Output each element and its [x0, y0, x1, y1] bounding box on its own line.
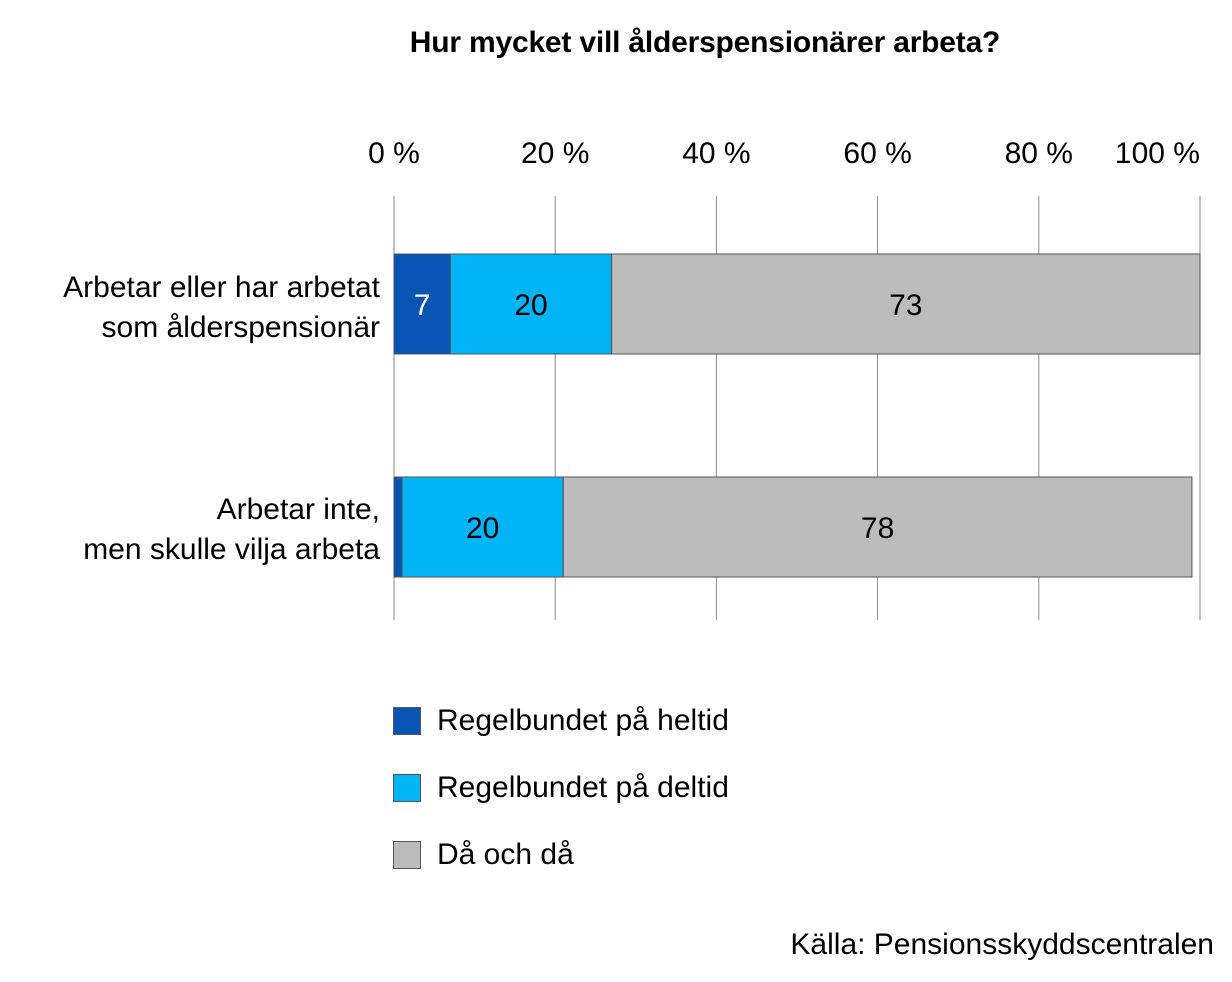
- legend-item-heltid: Regelbundet på heltid: [393, 700, 729, 742]
- data-label-2-series-2: 20: [466, 512, 499, 545]
- category-label-1-line-2: som ålderspensionär: [101, 311, 380, 344]
- data-label-2-series-3: 78: [861, 512, 894, 545]
- category-label-1-line-1: Arbetar eller har arbetat: [63, 271, 380, 304]
- legend-swatch-da-och-da: [393, 841, 421, 869]
- bar-2-series-2: [401, 476, 564, 578]
- legend-label-heltid: Regelbundet på heltid: [437, 704, 729, 737]
- x-tick-label-3: 60 %: [843, 137, 911, 170]
- legend: Regelbundet på heltid Regelbundet på del…: [393, 700, 729, 901]
- category-label-1: Arbetar eller har arbetat som ålderspens…: [63, 268, 380, 348]
- legend-swatch-deltid: [393, 774, 421, 802]
- bar-2-series-1: [393, 476, 403, 578]
- legend-item-da-och-da: Då och då: [393, 834, 729, 876]
- x-tick-label-1: 20 %: [521, 137, 589, 170]
- legend-swatch-heltid: [393, 707, 421, 735]
- x-tick-label-5: 100 %: [1115, 137, 1200, 170]
- category-label-2-line-1: Arbetar inte,: [216, 493, 380, 526]
- data-label-1-series-3: 73: [889, 289, 922, 322]
- legend-label-da-och-da: Då och då: [437, 838, 574, 871]
- bar-1-series-2: [449, 253, 613, 355]
- category-label-2-line-2: men skulle vilja arbeta: [83, 533, 380, 566]
- bar-1-series-3: [611, 253, 1201, 355]
- data-label-1-series-1: 7: [414, 289, 431, 322]
- x-tick-label-0: 0 %: [368, 137, 420, 170]
- legend-item-deltid: Regelbundet på deltid: [393, 767, 729, 809]
- chart-title: Hur mycket vill ålderspensionärer arbeta…: [409, 26, 1001, 59]
- bar-2-series-3: [562, 476, 1193, 578]
- x-tick-label-4: 80 %: [1005, 137, 1073, 170]
- legend-label-deltid: Regelbundet på deltid: [437, 771, 729, 804]
- source-note: Källa: Pensionsskyddscentralen: [790, 928, 1214, 961]
- category-label-2: Arbetar inte, men skulle vilja arbeta: [83, 490, 380, 570]
- data-label-1-series-2: 20: [514, 289, 547, 322]
- x-tick-label-2: 40 %: [682, 137, 750, 170]
